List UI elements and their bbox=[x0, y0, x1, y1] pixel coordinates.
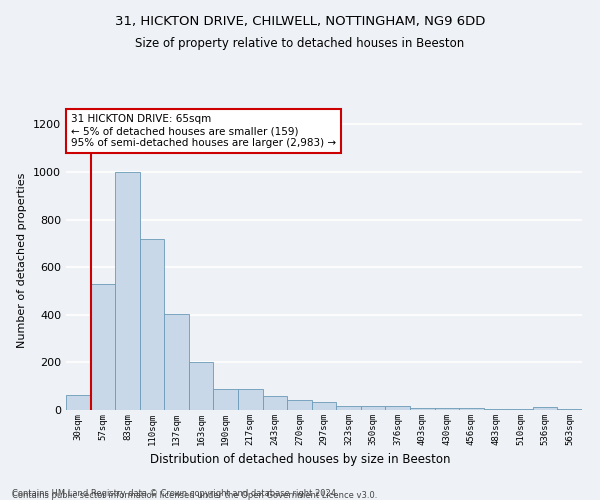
Bar bbox=[336, 406, 361, 410]
Bar bbox=[434, 408, 459, 410]
Bar bbox=[238, 388, 263, 410]
Bar bbox=[263, 396, 287, 410]
Bar bbox=[189, 362, 214, 410]
Bar bbox=[214, 388, 238, 410]
Y-axis label: Number of detached properties: Number of detached properties bbox=[17, 172, 28, 348]
Bar bbox=[385, 406, 410, 410]
Text: Contains public sector information licensed under the Open Government Licence v3: Contains public sector information licen… bbox=[12, 491, 377, 500]
Bar bbox=[459, 408, 484, 410]
Bar bbox=[312, 402, 336, 410]
Text: 31 HICKTON DRIVE: 65sqm
← 5% of detached houses are smaller (159)
95% of semi-de: 31 HICKTON DRIVE: 65sqm ← 5% of detached… bbox=[71, 114, 336, 148]
Text: 31, HICKTON DRIVE, CHILWELL, NOTTINGHAM, NG9 6DD: 31, HICKTON DRIVE, CHILWELL, NOTTINGHAM,… bbox=[115, 15, 485, 28]
Bar bbox=[140, 238, 164, 410]
Bar bbox=[410, 408, 434, 410]
Text: Distribution of detached houses by size in Beeston: Distribution of detached houses by size … bbox=[150, 452, 450, 466]
Bar bbox=[533, 407, 557, 410]
Bar bbox=[91, 284, 115, 410]
Text: Size of property relative to detached houses in Beeston: Size of property relative to detached ho… bbox=[136, 38, 464, 51]
Bar bbox=[164, 314, 189, 410]
Text: Contains HM Land Registry data © Crown copyright and database right 2024.: Contains HM Land Registry data © Crown c… bbox=[12, 488, 338, 498]
Bar bbox=[287, 400, 312, 410]
Bar bbox=[115, 172, 140, 410]
Bar bbox=[361, 406, 385, 410]
Bar bbox=[66, 394, 91, 410]
